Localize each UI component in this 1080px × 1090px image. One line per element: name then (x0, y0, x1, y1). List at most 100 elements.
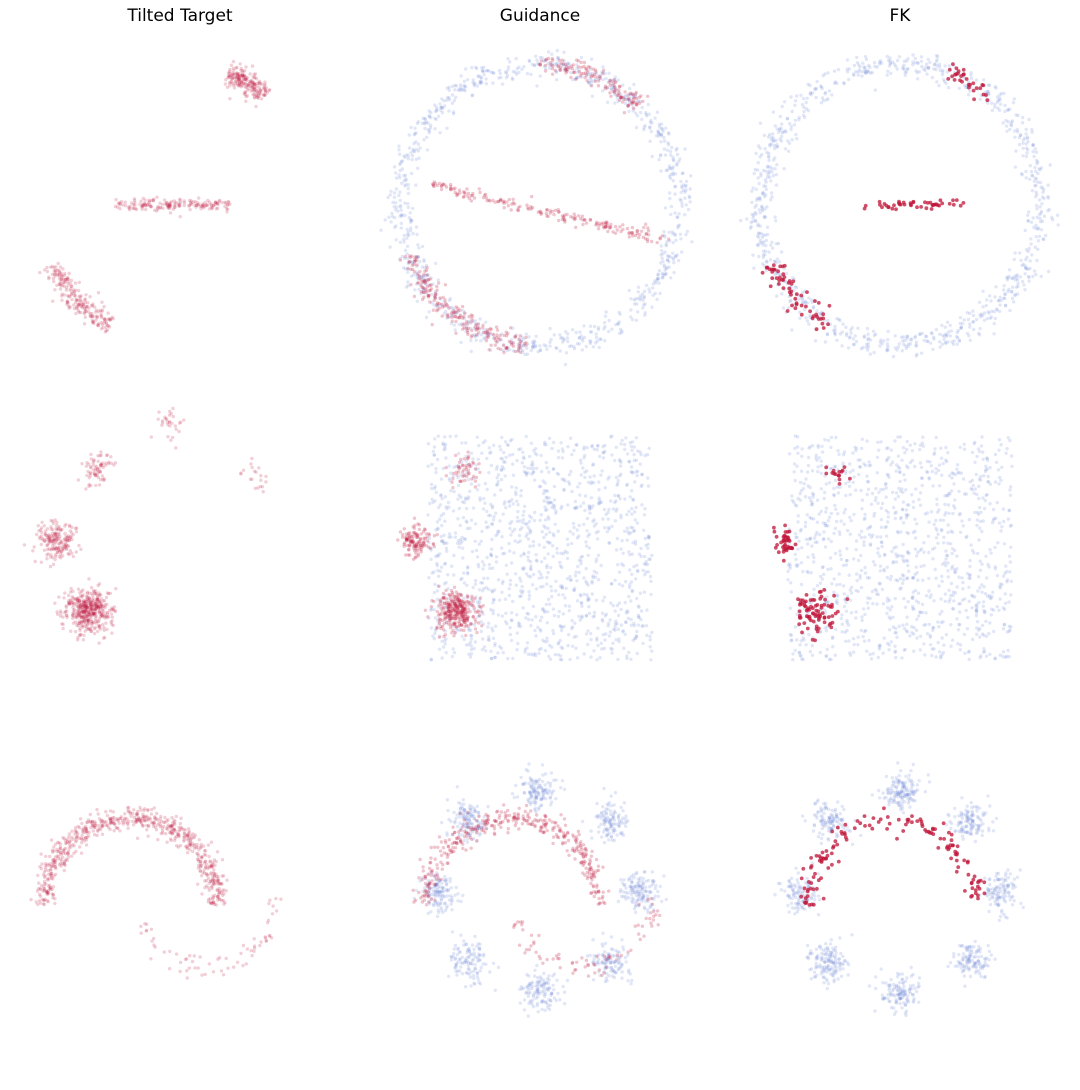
scatter-point (400, 167, 405, 171)
scatter-point (228, 71, 232, 76)
scatter-point (570, 452, 574, 457)
scatter-point (841, 322, 845, 326)
scatter-point (133, 207, 138, 211)
scatter-point (589, 75, 593, 79)
scatter-point (566, 445, 570, 449)
scatter-point (683, 213, 687, 217)
scatter-point (386, 195, 390, 200)
scatter-point (431, 449, 435, 454)
scatter-point (73, 620, 78, 624)
scatter-point (935, 80, 939, 84)
scatter-point (65, 613, 69, 618)
scatter-point (518, 204, 522, 209)
scatter-point (577, 214, 581, 218)
scatter-point (570, 67, 574, 71)
scatter-point (483, 335, 487, 340)
scatter-point (460, 634, 464, 638)
scatter-point (669, 172, 673, 177)
scatter-point (608, 78, 612, 83)
scatter-point (429, 658, 433, 662)
scatter-point (392, 205, 396, 209)
scatter-point (587, 504, 591, 508)
scatter-point (954, 72, 959, 77)
scatter-point (525, 346, 529, 350)
scatter-point (562, 63, 566, 67)
scatter-point (493, 493, 497, 497)
scatter-point (947, 86, 951, 90)
scatter-point (431, 282, 435, 286)
scatter-point (99, 604, 104, 608)
scatter-point (74, 311, 78, 316)
scatter-point (565, 332, 570, 336)
scatter-point (480, 69, 485, 73)
scatter-point (167, 203, 172, 207)
scatter-point (436, 281, 441, 285)
scatter-point (560, 504, 564, 509)
scatter-point (895, 58, 900, 63)
scatter-point (456, 88, 461, 93)
scatter-point (632, 96, 636, 100)
scatter-point (462, 317, 467, 321)
scatter-point (165, 203, 170, 208)
scatter-point (471, 457, 475, 461)
scatter-point (968, 89, 972, 93)
scatter-point (416, 142, 421, 146)
scatter-point (646, 484, 651, 488)
scatter-point (789, 95, 793, 99)
scatter-point (114, 587, 118, 591)
scatter-point (509, 611, 514, 615)
scatter-point (947, 64, 951, 68)
scatter-point (508, 348, 512, 352)
scatter-point (178, 421, 182, 425)
scatter-point (435, 563, 439, 568)
scatter-point (470, 320, 474, 324)
scatter-point (82, 307, 87, 311)
scatter-point (516, 509, 520, 514)
scatter-point (415, 232, 419, 237)
scatter-point (516, 641, 520, 646)
scatter-point (399, 208, 403, 212)
scatter-point (662, 147, 667, 151)
scatter-point (631, 105, 635, 110)
scatter-point (594, 77, 598, 81)
scatter-point (407, 146, 412, 150)
scatter-point (604, 76, 608, 81)
scatter-point (418, 260, 422, 264)
scatter-point (52, 279, 56, 284)
scatter-point (780, 264, 785, 269)
scatter-point (449, 321, 453, 326)
scatter-point (588, 324, 593, 328)
scatter-point (1031, 274, 1035, 279)
scatter-point (452, 489, 456, 494)
scatter-point (449, 535, 453, 539)
scatter-point (619, 92, 623, 97)
scatter-point (595, 638, 599, 642)
scatter-point (462, 314, 466, 319)
scatter-point (47, 540, 52, 544)
scatter-point (1034, 150, 1039, 154)
scatter-point (81, 304, 86, 309)
scatter-point (244, 65, 248, 69)
scatter-point (403, 173, 408, 178)
scatter-point (573, 506, 577, 510)
scatter-point (453, 314, 458, 319)
scatter-point (871, 329, 876, 333)
scatter-point (658, 236, 662, 240)
scatter-point (463, 311, 467, 315)
scatter-point (846, 346, 851, 350)
scatter-point (630, 232, 634, 236)
scatter-point (609, 435, 613, 439)
scatter-point (627, 550, 631, 554)
scatter-point (444, 651, 448, 655)
scatter-point (473, 640, 477, 644)
scatter-point (679, 198, 683, 203)
scatter-point (77, 298, 82, 302)
scatter-point (1003, 292, 1007, 296)
scatter-point (613, 85, 617, 90)
scatter-point (613, 231, 618, 235)
scatter-point (583, 494, 588, 498)
scatter-point (435, 597, 439, 601)
scatter-point (612, 81, 616, 85)
scatter-point (224, 201, 228, 205)
scatter-point (400, 213, 405, 217)
